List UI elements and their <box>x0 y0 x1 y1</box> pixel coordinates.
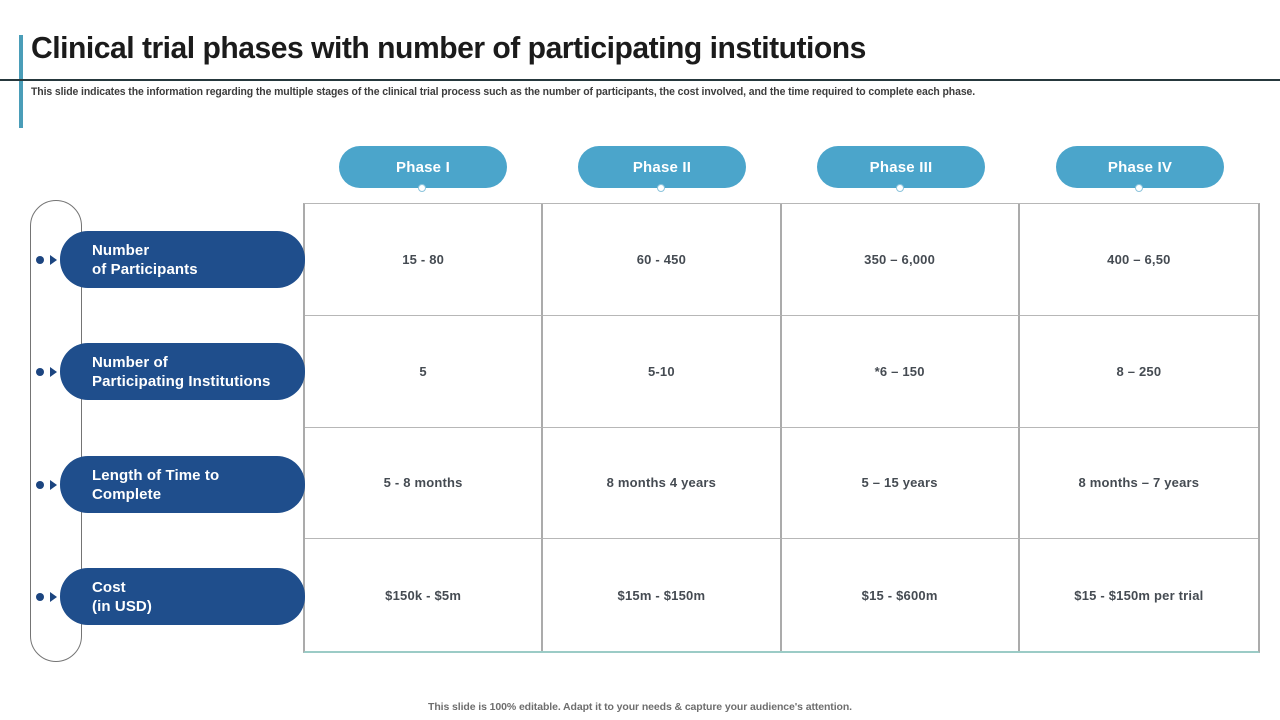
phase-4-header: Phase IV <box>1056 146 1224 192</box>
bullet-dot-icon <box>36 256 44 264</box>
cell-time-phase2: 8 months 4 years <box>543 427 782 540</box>
phase-1-label: Phase I <box>396 158 450 176</box>
cell-time-phase4: 8 months – 7 years <box>1019 428 1258 540</box>
row-label-line: Cost <box>92 578 126 596</box>
row-label-line: of Participants <box>92 260 198 278</box>
header-divider <box>0 79 1280 81</box>
cell-cost-phase3: $15 - $600m <box>782 539 1020 651</box>
bullet-dot-icon <box>36 368 44 376</box>
cell-participants-phase2: 60 - 450 <box>543 204 782 316</box>
row-label-cost: Cost (in USD) <box>60 568 305 625</box>
phase-3-label: Phase III <box>869 158 933 176</box>
row-labels-outline <box>30 200 82 662</box>
row-label-line: Complete <box>92 485 162 503</box>
row-label-participating-institutions: Number of Participating Institutions <box>60 343 305 400</box>
cell-institutions-phase1: 5 <box>305 315 544 428</box>
arrow-right-icon <box>50 255 57 265</box>
row-1-marker <box>36 255 57 265</box>
phase-2-header: Phase II <box>578 146 746 192</box>
cell-participants-phase3: 350 – 6,000 <box>781 204 1020 316</box>
phase-2-label: Phase II <box>632 158 692 176</box>
arrow-right-icon <box>50 592 57 602</box>
row-label-line: Number of <box>92 353 168 371</box>
cell-time-phase1: 5 - 8 months <box>305 427 544 540</box>
cell-cost-phase2: $15m - $150m <box>543 539 782 651</box>
bullet-dot-icon <box>36 481 44 489</box>
cell-institutions-phase2: 5-10 <box>543 315 782 428</box>
cell-participants-phase1: 15 - 80 <box>305 204 544 316</box>
connector-dot-icon <box>1135 184 1143 192</box>
accent-bar <box>19 35 23 128</box>
slide-subtitle: This slide indicates the information reg… <box>31 86 976 98</box>
arrow-right-icon <box>50 480 57 490</box>
arrow-right-icon <box>50 367 57 377</box>
row-label-line: Length of Time to <box>92 466 220 484</box>
connector-dot-icon <box>896 184 904 192</box>
phase-3-header: Phase III <box>817 146 985 192</box>
bullet-dot-icon <box>36 593 44 601</box>
row-label-number-of-participants: Number of Participants <box>60 231 305 288</box>
row-2-marker <box>36 367 57 377</box>
clinical-trial-table: 15 - 80 60 - 450 350 – 6,000 400 – 6,50 … <box>303 203 1260 653</box>
cell-institutions-phase4: 8 – 250 <box>1019 316 1258 428</box>
page-title: Clinical trial phases with number of par… <box>31 30 866 65</box>
phase-4-label: Phase IV <box>1107 158 1173 176</box>
row-3-marker <box>36 480 57 490</box>
footer-note: This slide is 100% editable. Adapt it to… <box>428 701 852 713</box>
cell-cost-phase4: $15 - $150m per trial <box>1074 587 1204 603</box>
cell-cost-phase1: $150k - $5m <box>305 539 544 651</box>
cell-institutions-phase3: *6 – 150 <box>781 315 1020 428</box>
row-label-line: Participating Institutions <box>92 372 271 390</box>
cell-participants-phase4: 400 – 6,50 <box>1019 204 1258 316</box>
row-4-marker <box>36 592 57 602</box>
phase-1-header: Phase I <box>339 146 507 192</box>
row-label-length-of-time: Length of Time to Complete <box>60 456 305 513</box>
connector-dot-icon <box>418 184 426 192</box>
row-label-line: (in USD) <box>92 597 152 615</box>
connector-dot-icon <box>657 184 665 192</box>
row-label-line: Number <box>92 241 150 259</box>
cell-time-phase3: 5 – 15 years <box>781 427 1020 540</box>
